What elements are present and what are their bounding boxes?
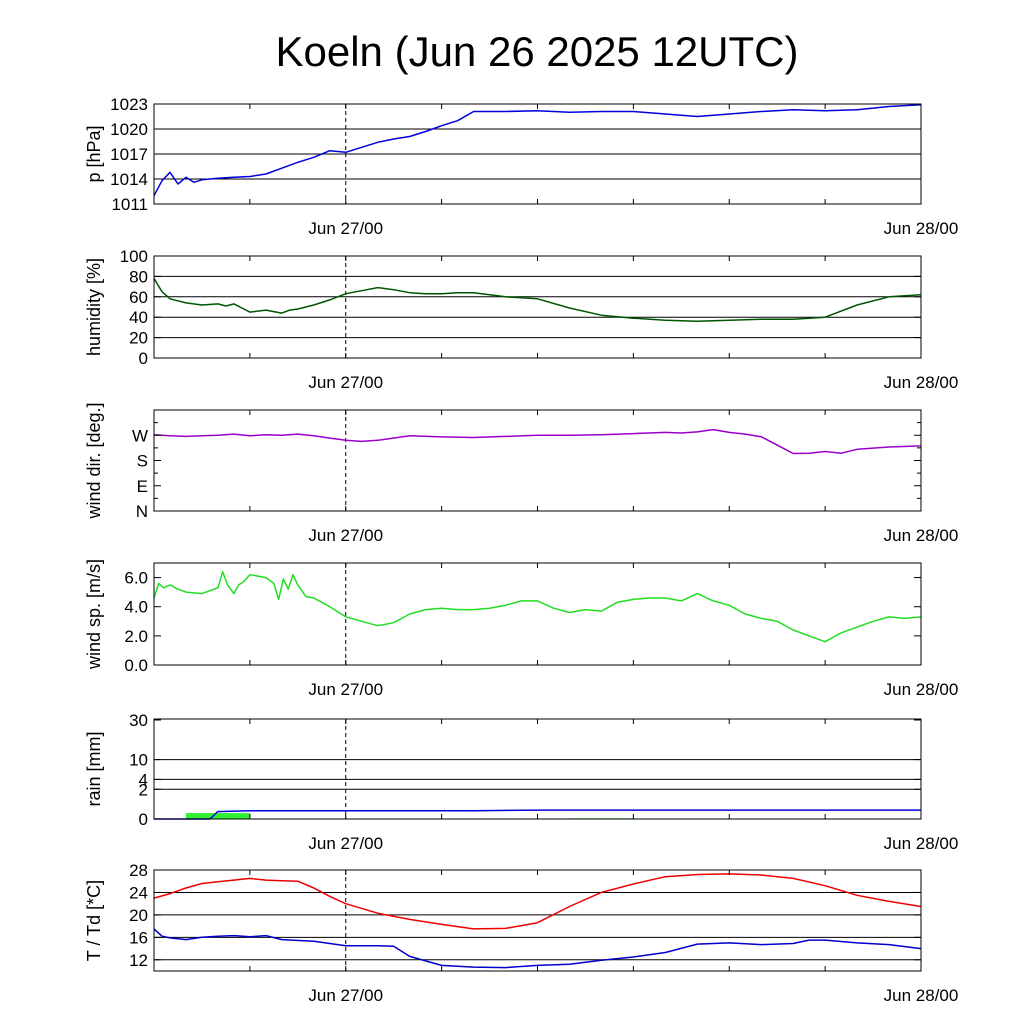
- x-tick-label: Jun 28/00: [884, 680, 959, 699]
- y-tick-label: 0: [139, 349, 148, 368]
- chart-title: Koeln (Jun 26 2025 12UTC): [276, 28, 799, 75]
- x-tick-label: Jun 28/00: [884, 986, 959, 1005]
- x-tick-label: Jun 27/00: [308, 219, 383, 238]
- y-axis-label: wind dir. [deg.]: [84, 402, 104, 519]
- y-tick-label: E: [137, 477, 148, 496]
- x-tick-label: Jun 27/00: [308, 834, 383, 853]
- plot-frame: [153, 255, 922, 359]
- y-tick-label: 24: [129, 883, 148, 902]
- y-tick-label: 16: [129, 928, 148, 947]
- panel-pressure: 1011 1014 1017 1020 1023 p [hPa] Jun 27/00 Jun …: [84, 95, 958, 238]
- x-tick-label: Jun 27/00: [308, 986, 383, 1005]
- y-tick-label: N: [136, 502, 148, 521]
- y-axis-label: T / Td [*C]: [84, 880, 104, 961]
- y-tick-label: 2: [139, 780, 148, 799]
- y-tick-label: 40: [129, 308, 148, 327]
- wind_dir-series-0: [153, 428, 922, 455]
- y-tick-label: 1020: [110, 120, 148, 139]
- y-tick-label: 4: [139, 770, 148, 789]
- y-axis-label: wind sp. [m/s]: [84, 559, 104, 670]
- y-tick-label: 60: [129, 288, 148, 307]
- y-tick-label: 0.0: [124, 656, 148, 675]
- y-tick-label: 1023: [110, 95, 148, 114]
- humidity-series-0: [153, 278, 922, 323]
- y-tick-label: 0: [139, 810, 148, 829]
- plot-frame: [153, 562, 922, 666]
- y-axis-label: rain [mm]: [84, 731, 104, 806]
- x-tick-label: Jun 28/00: [884, 219, 959, 238]
- panel-wind_speed: 0.0 2.0 4.0 6.0 wind sp. [m/s] Jun 27/00 Jun 2…: [84, 559, 958, 699]
- x-tick-label: Jun 28/00: [884, 834, 959, 853]
- panel-temperature: 12 16 20 24 28 T / Td [*C] Jun 27/00 Jun 28/00: [84, 861, 958, 1005]
- y-tick-label: 28: [129, 861, 148, 880]
- y-tick-label: 30: [129, 711, 148, 730]
- temperature-series-0: [153, 873, 922, 930]
- y-tick-label: 12: [129, 951, 148, 970]
- rain-series-0: [154, 809, 921, 820]
- x-tick-label: Jun 28/00: [884, 373, 959, 392]
- y-tick-label: 4.0: [124, 598, 148, 617]
- wind_speed-series-0: [153, 570, 922, 643]
- x-tick-label: Jun 27/00: [308, 526, 383, 545]
- y-tick-label: 2.0: [124, 627, 148, 646]
- y-axis-label: humidity [%]: [84, 258, 104, 356]
- temperature-series-1: [153, 928, 922, 969]
- y-tick-label: 80: [129, 267, 148, 286]
- x-tick-label: Jun 28/00: [884, 526, 959, 545]
- y-tick-label: 1014: [110, 170, 148, 189]
- y-tick-label: 20: [129, 329, 148, 348]
- y-tick-label: 10: [129, 751, 148, 770]
- y-tick-label: W: [132, 426, 148, 445]
- y-tick-label: S: [137, 452, 148, 471]
- y-tick-label: 1017: [110, 145, 148, 164]
- rain-bar-0: [185, 813, 250, 819]
- y-tick-label: 20: [129, 906, 148, 925]
- y-tick-label: 1011: [111, 195, 148, 214]
- x-tick-label: Jun 27/00: [308, 680, 383, 699]
- y-tick-label: 100: [120, 247, 148, 266]
- pressure-series-0: [153, 104, 922, 197]
- x-tick-label: Jun 27/00: [308, 373, 383, 392]
- plot-frame: [153, 718, 922, 820]
- y-axis-label: p [hPa]: [84, 125, 104, 182]
- y-tick-label: 6.0: [124, 569, 148, 588]
- plot-frame: [153, 409, 922, 512]
- plot-frame: [153, 869, 922, 972]
